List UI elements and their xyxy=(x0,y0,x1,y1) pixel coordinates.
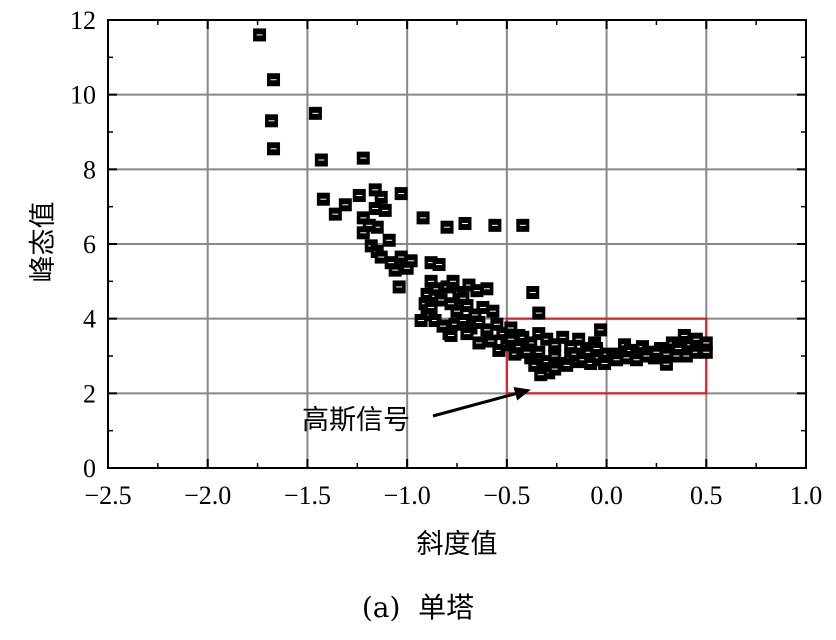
y-tick-label: 2 xyxy=(83,379,96,408)
data-point xyxy=(388,263,402,277)
grid-lines xyxy=(108,20,806,468)
data-point xyxy=(416,211,430,225)
data-point xyxy=(516,218,530,232)
data-point xyxy=(460,327,474,341)
data-point xyxy=(629,353,643,367)
x-tick-label: −2.5 xyxy=(84,481,131,510)
data-point xyxy=(639,349,653,363)
data-point xyxy=(488,218,502,232)
data-point xyxy=(560,358,574,372)
data-point xyxy=(446,274,460,288)
data-point xyxy=(378,203,392,217)
data-point xyxy=(444,328,458,342)
y-tick-labels: 0 2 4 6 8 10 12 xyxy=(70,6,96,483)
x-tick-label: 1.0 xyxy=(790,481,823,510)
x-tick-label: −0.5 xyxy=(483,481,530,510)
chart-caption: (a) 单塔 xyxy=(362,591,474,624)
axis-ticks xyxy=(107,19,807,469)
data-point xyxy=(308,106,322,120)
data-point xyxy=(316,192,330,206)
data-point xyxy=(253,28,267,42)
data-point xyxy=(267,142,281,156)
y-tick-label: 10 xyxy=(70,81,96,110)
data-point xyxy=(548,362,562,376)
y-tick-label: 0 xyxy=(83,454,96,483)
x-axis-title: 斜度值 xyxy=(417,529,498,560)
data-point xyxy=(480,282,494,296)
x-tick-label: −2.0 xyxy=(184,481,231,510)
data-point xyxy=(699,345,713,359)
data-point xyxy=(434,293,448,307)
x-tick-labels: −2.5 −2.0 −1.5 −1.0 −0.5 0.0 0.5 1.0 xyxy=(84,481,822,510)
data-point xyxy=(314,153,328,167)
data-point xyxy=(352,188,366,202)
data-point xyxy=(610,353,624,367)
data-point xyxy=(526,286,540,300)
data-point xyxy=(594,323,608,337)
data-point xyxy=(476,300,490,314)
data-point xyxy=(486,304,500,318)
data-point xyxy=(534,368,548,382)
data-point xyxy=(659,357,673,371)
data-point xyxy=(392,280,406,294)
data-point xyxy=(356,151,370,165)
data-point xyxy=(440,220,454,234)
y-tick-label: 4 xyxy=(83,305,96,334)
data-point xyxy=(520,345,534,359)
data-point xyxy=(669,349,683,363)
data-point xyxy=(382,233,396,247)
y-axis-title: 峰态值 xyxy=(28,202,59,283)
annotation-arrow xyxy=(432,392,516,418)
data-point xyxy=(432,258,446,272)
data-point xyxy=(532,306,546,320)
data-point xyxy=(328,207,342,221)
data-point xyxy=(458,216,472,230)
y-tick-label: 6 xyxy=(83,230,96,259)
data-point xyxy=(356,226,370,240)
data-point xyxy=(267,73,281,87)
data-point xyxy=(472,336,486,350)
x-tick-label: −1.0 xyxy=(384,481,431,510)
data-point xyxy=(414,314,428,328)
data-point xyxy=(265,114,279,128)
annotation-arrowhead xyxy=(513,387,531,401)
data-point xyxy=(374,190,388,204)
data-point xyxy=(404,254,418,268)
data-points xyxy=(253,28,713,382)
data-point xyxy=(598,356,612,370)
y-tick-label: 8 xyxy=(83,155,96,184)
data-point xyxy=(590,342,604,356)
x-tick-label: 0.0 xyxy=(590,481,623,510)
data-point xyxy=(338,198,352,212)
x-tick-label: −1.5 xyxy=(284,481,331,510)
x-tick-label: 0.5 xyxy=(690,481,723,510)
data-point xyxy=(394,187,408,201)
annotation-label: 高斯信号 xyxy=(302,405,410,436)
y-tick-label: 12 xyxy=(70,6,96,35)
